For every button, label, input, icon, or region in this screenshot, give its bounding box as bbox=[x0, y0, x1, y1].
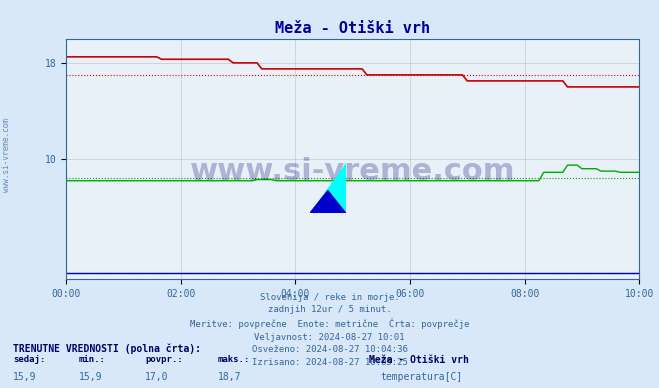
Text: povpr.:: povpr.: bbox=[145, 355, 183, 364]
Text: sedaj:: sedaj: bbox=[13, 355, 45, 364]
Text: 15,9: 15,9 bbox=[13, 372, 37, 383]
Text: www.si-vreme.com: www.si-vreme.com bbox=[190, 157, 515, 185]
Polygon shape bbox=[310, 163, 346, 213]
Title: Meža - Otiški vrh: Meža - Otiški vrh bbox=[275, 21, 430, 36]
Text: Slovenija / reke in morje.
zadnjih 12ur / 5 minut.
Meritve: povprečne  Enote: me: Slovenija / reke in morje. zadnjih 12ur … bbox=[190, 293, 469, 367]
Text: temperatura[C]: temperatura[C] bbox=[381, 372, 463, 383]
Text: www.si-vreme.com: www.si-vreme.com bbox=[2, 118, 11, 192]
Text: min.:: min.: bbox=[79, 355, 106, 364]
Text: 17,0: 17,0 bbox=[145, 372, 169, 383]
Text: Meža - Otiški vrh: Meža - Otiški vrh bbox=[369, 355, 469, 365]
Text: maks.:: maks.: bbox=[217, 355, 250, 364]
Polygon shape bbox=[310, 191, 346, 213]
Text: 18,7: 18,7 bbox=[217, 372, 241, 383]
Text: 15,9: 15,9 bbox=[79, 372, 103, 383]
Text: TRENUTNE VREDNOSTI (polna črta):: TRENUTNE VREDNOSTI (polna črta): bbox=[13, 343, 201, 354]
